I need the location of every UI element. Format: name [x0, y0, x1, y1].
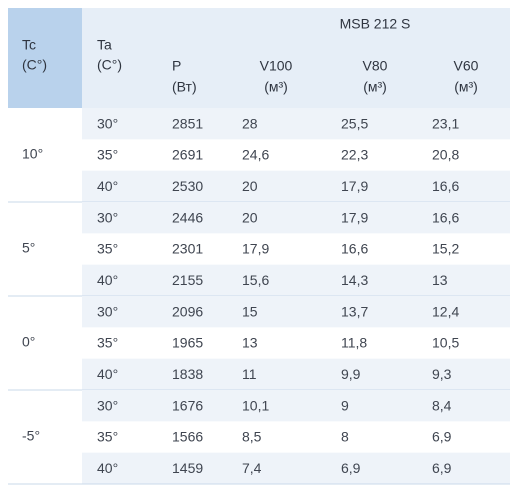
cell: 15,6 [242, 272, 269, 288]
cell: 30° [97, 209, 118, 225]
cell: 6,9 [432, 429, 452, 445]
cell: 20 [242, 209, 258, 225]
group-title: MSB 212 S [340, 16, 411, 32]
cell: 30° [97, 303, 118, 319]
cell: 17,9 [341, 209, 368, 225]
cell: 1676 [172, 397, 203, 413]
column-header: (м³) [454, 79, 478, 95]
cell: 13,7 [341, 303, 368, 319]
cell: 2096 [172, 303, 203, 319]
cell: 1459 [172, 460, 203, 476]
column-header: (C°) [22, 57, 47, 73]
cell: 17,9 [341, 178, 368, 194]
row-stripe [82, 358, 510, 390]
cell: 15 [242, 303, 258, 319]
cell: 17,9 [242, 241, 269, 257]
cell: 35° [97, 147, 118, 163]
column-header: P [172, 58, 181, 74]
cell: 2691 [172, 147, 203, 163]
cell: 7,4 [242, 460, 262, 476]
cell: 1965 [172, 335, 203, 351]
cell: 40° [97, 178, 118, 194]
cell: 10,5 [432, 335, 459, 351]
cell: 2155 [172, 272, 203, 288]
cell: 20 [242, 178, 258, 194]
cell: 25,5 [341, 115, 368, 131]
cell: 40° [97, 272, 118, 288]
cell: 2530 [172, 178, 203, 194]
row-stripe [82, 452, 510, 484]
column-header: V80 [363, 58, 388, 74]
cell: 8 [341, 429, 349, 445]
tc-cell: 10° [22, 146, 43, 162]
row-stripe [82, 264, 510, 296]
tc-cell: -5° [22, 428, 40, 444]
row-stripe [82, 108, 510, 140]
cell: 1566 [172, 429, 203, 445]
cell: 35° [97, 335, 118, 351]
cell: 9 [341, 397, 349, 413]
column-header: V100 [260, 58, 293, 74]
cell: 14,3 [341, 272, 368, 288]
cell: 9,9 [341, 366, 361, 382]
cell: 16,6 [432, 209, 459, 225]
cell: 8,5 [242, 429, 262, 445]
row-stripe [82, 202, 510, 234]
column-header: (Вт) [172, 79, 197, 95]
cell: 30° [97, 115, 118, 131]
row-stripe [82, 390, 510, 422]
cell: 20,8 [432, 147, 459, 163]
cell: 40° [97, 366, 118, 382]
cell: 22,3 [341, 147, 368, 163]
column-header: (м³) [363, 79, 387, 95]
cell: 30° [97, 397, 118, 413]
row-stripe [82, 170, 510, 202]
cell: 6,9 [341, 460, 361, 476]
cell: 2851 [172, 115, 203, 131]
cell: 35° [97, 241, 118, 257]
column-header: V60 [454, 58, 479, 74]
cell: 6,9 [432, 460, 452, 476]
cell: 11 [242, 366, 257, 382]
cell: 40° [97, 460, 118, 476]
header-bg [8, 8, 510, 108]
cell: 16,6 [341, 241, 368, 257]
column-header: (м³) [264, 79, 288, 95]
cell: 12,4 [432, 303, 459, 319]
cell: 13 [432, 272, 448, 288]
cell: 23,1 [432, 115, 459, 131]
cell: 2446 [172, 209, 203, 225]
column-header: Ta [97, 37, 112, 53]
column-header: Tc [22, 37, 36, 53]
cell: 9,3 [432, 366, 452, 382]
cell: 28 [242, 115, 258, 131]
cell: 24,6 [242, 147, 269, 163]
column-header: (C°) [97, 57, 122, 73]
cell: 13 [242, 335, 258, 351]
cell: 10,1 [242, 397, 269, 413]
tc-cell: 0° [22, 334, 35, 350]
cell: 16,6 [432, 178, 459, 194]
row-stripe [82, 296, 510, 328]
cell: 1838 [172, 366, 203, 382]
tc-cell: 5° [22, 240, 35, 256]
cell: 2301 [172, 241, 203, 257]
cell: 15,2 [432, 241, 459, 257]
cell: 11,8 [341, 335, 367, 351]
tc-header-bg [8, 8, 82, 108]
cell: 8,4 [432, 397, 452, 413]
cell: 35° [97, 429, 118, 445]
